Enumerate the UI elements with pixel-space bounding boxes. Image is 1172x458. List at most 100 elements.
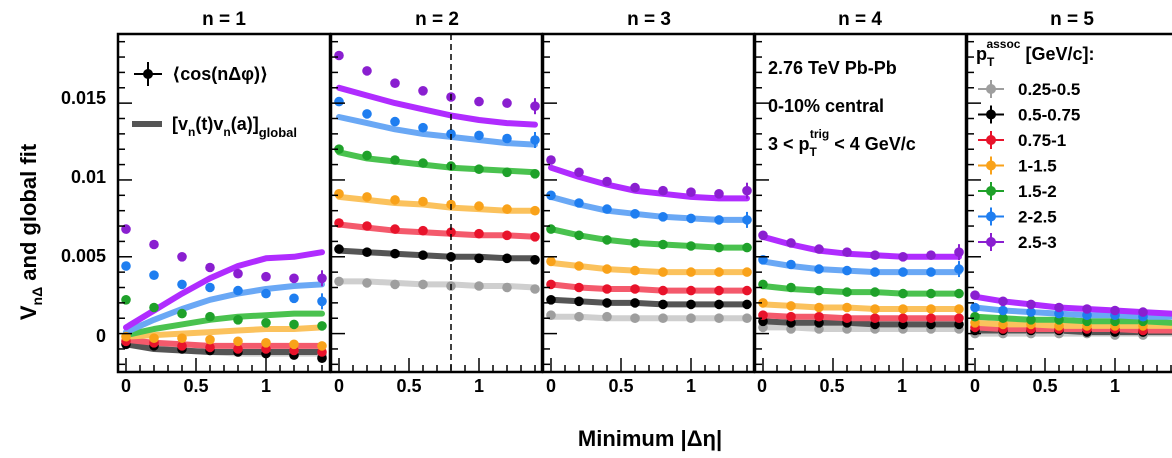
- data-point: [998, 305, 1008, 316]
- pt-legend-entry: 1-1.5: [978, 156, 1057, 176]
- pt-legend-label: 0.5-0.75: [1018, 106, 1080, 125]
- data-point: [758, 298, 768, 308]
- fit-curve-1.5-2: [123, 310, 325, 339]
- data-point: [474, 130, 484, 141]
- data-point: [686, 187, 696, 197]
- data-point: [502, 230, 512, 241]
- legend-fit-sub-n1: n: [188, 125, 195, 139]
- data-point: [630, 298, 640, 308]
- data-point: [602, 311, 612, 322]
- data-point: [317, 273, 327, 284]
- legend-marker-label: ⟨cos(nΔφ)⟩: [172, 64, 268, 84]
- pt-legend-label: 1.5-2: [1018, 182, 1057, 201]
- fit-curve-1.5-2: [336, 149, 538, 176]
- info-line-3: 3 < pTtrig < 4 GeV/c: [768, 127, 916, 159]
- fit-curve-2.5-3: [548, 164, 750, 202]
- data-point: [149, 302, 159, 313]
- pt-legend-entry: 2-2.5: [978, 207, 1057, 227]
- tick-layer: [118, 40, 1172, 372]
- data-point: [502, 204, 512, 214]
- panel-titles: n = 1 n = 2 n = 3 n = 4 n = 5: [202, 9, 1094, 30]
- data-point: [233, 268, 243, 279]
- x-tick-label: 1: [261, 376, 271, 396]
- pt-legend-label: 1-1.5: [1018, 157, 1057, 176]
- legend-fit-label-c: (a)]: [231, 114, 259, 134]
- y-tick-label: 0: [96, 326, 106, 346]
- data-point: [390, 224, 400, 234]
- data-point: [970, 311, 980, 322]
- data-point: [814, 244, 824, 254]
- data-point: [870, 267, 880, 277]
- data-point: [742, 242, 752, 253]
- info-line-1: 2.76 TeV Pb-Pb: [768, 58, 897, 78]
- x-tick-label: 0: [970, 376, 980, 396]
- x-tick-label: 0: [121, 376, 131, 396]
- data-point: [289, 339, 299, 350]
- data-point: [954, 247, 964, 257]
- info-line-3-b: < 4 GeV/c: [829, 134, 916, 154]
- data-point: [530, 254, 540, 265]
- data-point: [390, 195, 400, 205]
- data-point: [898, 313, 908, 324]
- data-point: [289, 293, 299, 304]
- data-point: [602, 284, 612, 294]
- data-point: [658, 212, 668, 222]
- pt-legend-dot: [986, 135, 996, 145]
- panel-title-n4: n = 4: [838, 9, 882, 30]
- data-point: [658, 185, 668, 196]
- data-point: [786, 282, 796, 293]
- legend-fit-label: [vn(t)vn(a)]global: [172, 114, 297, 140]
- data-point: [658, 285, 668, 296]
- data-point: [418, 225, 428, 236]
- data-point: [814, 285, 824, 296]
- y-tick-label: 0.005: [61, 246, 106, 266]
- plot-layer: [121, 34, 1172, 372]
- data-point: [970, 290, 980, 301]
- data-point: [1026, 307, 1036, 317]
- legend-fit-label-a: [v: [172, 114, 188, 134]
- data-point: [390, 248, 400, 259]
- data-point: [362, 278, 372, 288]
- data-point: [926, 250, 936, 260]
- data-point: [149, 239, 159, 250]
- data-point: [842, 287, 852, 297]
- data-point: [362, 221, 372, 231]
- data-point: [502, 282, 512, 293]
- data-point: [658, 299, 668, 310]
- data-point: [546, 190, 556, 201]
- data-point: [658, 313, 668, 324]
- data-point: [714, 313, 724, 324]
- info-line-3-a: 3 < p: [768, 134, 810, 154]
- data-point: [574, 261, 584, 271]
- x-tick-label: 0: [334, 376, 344, 396]
- data-point: [574, 282, 584, 293]
- panel-title-n1: n = 1: [202, 9, 246, 30]
- pt-legend-label: 0.25-0.5: [1018, 80, 1080, 99]
- pt-legend-entry: 1.5-2: [978, 182, 1057, 201]
- data-point: [233, 336, 243, 347]
- data-point: [954, 304, 964, 314]
- data-point: [742, 267, 752, 277]
- data-point: [1026, 315, 1036, 325]
- info-line-3-sub: T: [810, 145, 818, 159]
- data-point: [530, 101, 540, 111]
- legend-marker-dot: [143, 69, 153, 79]
- data-point: [418, 196, 428, 207]
- data-point: [926, 304, 936, 314]
- data-point: [530, 205, 540, 216]
- data-point: [842, 302, 852, 313]
- data-point: [954, 313, 964, 324]
- data-point: [233, 315, 243, 325]
- data-point: [954, 264, 964, 274]
- data-point: [502, 98, 512, 108]
- x-tick-label: 1: [686, 376, 696, 396]
- data-point: [390, 279, 400, 290]
- data-point: [317, 296, 327, 307]
- data-point: [261, 271, 271, 282]
- pt-legend-entries: 0.25-0.5 0.5-0.75 0.75-1 1-1.5 1.5-2 2-2.5 2.5…: [978, 80, 1080, 252]
- data-point: [289, 273, 299, 284]
- data-point: [446, 129, 456, 139]
- data-point: [714, 285, 724, 296]
- data-point: [205, 262, 215, 273]
- data-point: [530, 232, 540, 242]
